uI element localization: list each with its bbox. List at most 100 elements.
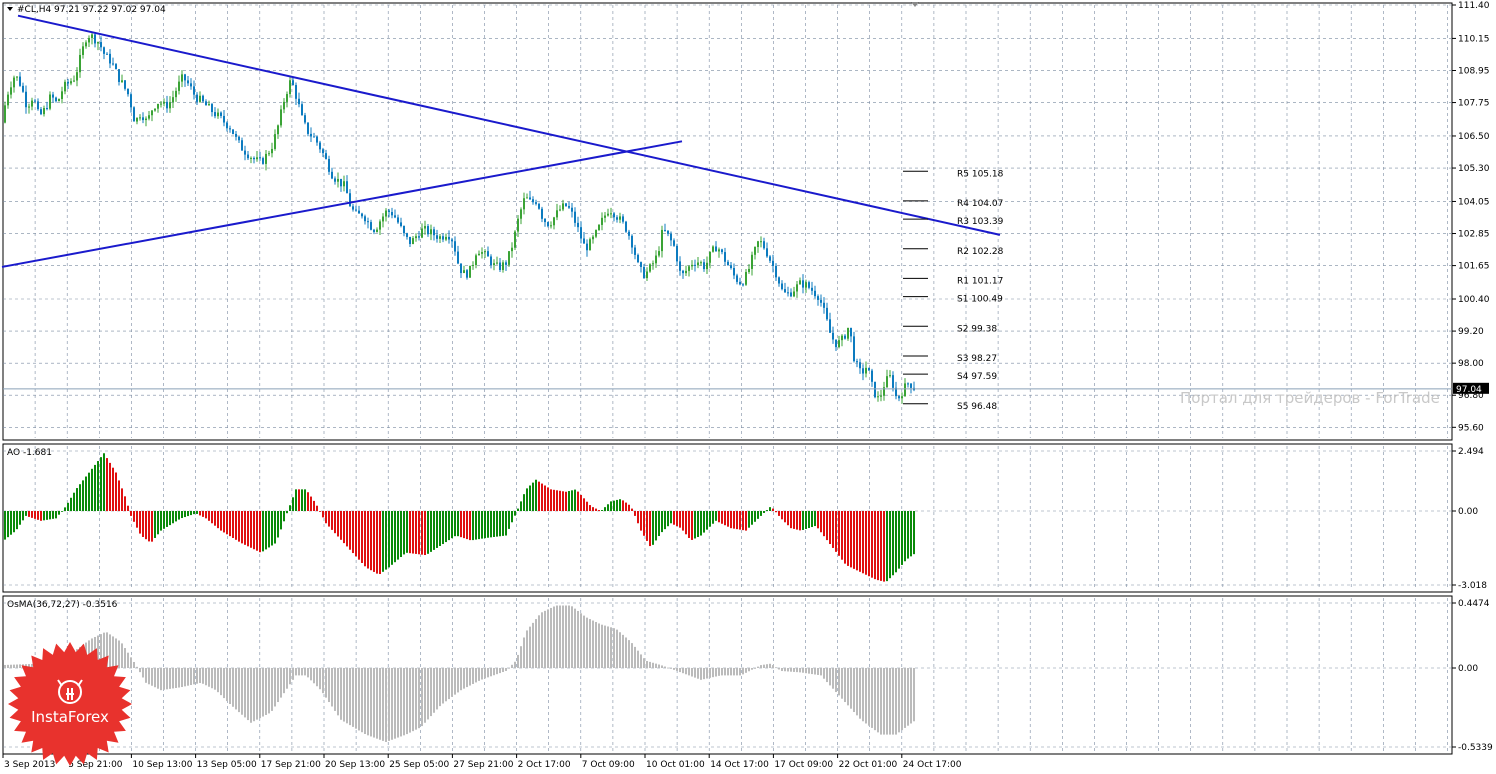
histogram-bar — [763, 664, 765, 668]
histogram-bar — [703, 511, 705, 533]
candle-body — [622, 216, 624, 222]
pivot-label: R1 101.17 — [957, 276, 1003, 286]
histogram-bar — [352, 668, 354, 727]
histogram-bar — [757, 511, 759, 519]
histogram-bar — [397, 511, 399, 560]
histogram-bar — [592, 507, 594, 511]
shift-marker-icon[interactable] — [911, 2, 919, 7]
histogram-bar — [19, 664, 21, 668]
histogram-bar — [331, 668, 333, 707]
histogram-bar — [559, 490, 561, 511]
price-tick-label: 110.15 — [1458, 34, 1490, 44]
histogram-bar — [856, 511, 858, 571]
candle-body — [385, 210, 387, 217]
candle-body — [490, 256, 492, 266]
histogram-bar — [115, 638, 117, 668]
histogram-bar — [448, 668, 450, 700]
histogram-bar — [391, 511, 393, 565]
candle-body — [904, 383, 906, 397]
candle-body — [805, 282, 807, 288]
histogram-bar — [748, 511, 750, 528]
histogram-bar — [289, 505, 291, 511]
candle-body — [148, 115, 150, 119]
histogram-bar — [355, 511, 357, 557]
histogram-bar — [250, 511, 252, 548]
histogram-bar — [490, 668, 492, 677]
candle-body — [220, 112, 222, 116]
histogram-bar — [190, 511, 192, 516]
histogram-bar — [505, 511, 507, 536]
x-tick-label: 14 Oct 17:00 — [710, 760, 769, 770]
histogram-bar — [601, 510, 603, 511]
candle-body — [340, 178, 342, 187]
histogram-bar — [454, 511, 456, 537]
histogram-bar — [211, 668, 213, 689]
histogram-bar — [268, 668, 270, 714]
candle-body — [397, 217, 399, 223]
candle-body — [736, 275, 738, 282]
histogram-bar — [694, 511, 696, 539]
candle-body — [265, 153, 267, 164]
x-tick-label: 2 Oct 17:00 — [518, 760, 571, 770]
candle-body — [109, 53, 111, 64]
histogram-bar — [712, 511, 714, 524]
candle-body — [907, 383, 909, 385]
candle-body — [346, 181, 348, 194]
dropdown-triangle-icon[interactable] — [7, 7, 13, 11]
histogram-bar — [94, 464, 96, 511]
candle-body — [229, 128, 231, 130]
histogram-bar — [484, 668, 486, 679]
histogram-bar — [391, 668, 393, 740]
candle-body — [535, 202, 537, 204]
histogram-bar — [184, 668, 186, 687]
histogram-bar — [133, 661, 135, 668]
histogram-bar — [901, 511, 903, 565]
histogram-bar — [181, 668, 183, 688]
candle-body — [187, 80, 189, 84]
histogram-bar — [79, 484, 81, 511]
candle-body — [742, 284, 744, 286]
histogram-bar — [157, 511, 159, 535]
candle-body — [61, 91, 63, 100]
candle-body — [238, 136, 240, 141]
histogram-bar — [145, 668, 147, 683]
histogram-bar — [784, 668, 786, 672]
candle-body — [781, 283, 783, 290]
candle-body — [301, 104, 303, 116]
ao-histogram — [4, 453, 915, 582]
histogram-bar — [151, 511, 153, 542]
histogram-bar — [709, 668, 711, 678]
candle-body — [766, 248, 768, 257]
histogram-bar — [577, 610, 579, 668]
histogram-bar — [64, 507, 66, 511]
candle-body — [619, 216, 621, 220]
candle-body — [631, 235, 633, 248]
histogram-bar — [19, 511, 21, 525]
osma-tick-label: 0.00 — [1458, 664, 1478, 674]
histogram-bar — [670, 668, 672, 669]
histogram-bar — [850, 511, 852, 568]
histogram-bar — [865, 668, 867, 724]
histogram-bar — [787, 668, 789, 672]
histogram-bar — [580, 613, 582, 668]
histogram-bar — [781, 511, 783, 520]
candle-body — [445, 236, 447, 240]
histogram-bar — [115, 472, 117, 511]
histogram-bar — [262, 511, 264, 552]
histogram-bar — [538, 615, 540, 668]
histogram-bar — [400, 668, 402, 737]
histogram-bar — [88, 472, 90, 511]
histogram-bar — [676, 511, 678, 527]
histogram-bar — [799, 668, 801, 673]
candle-body — [871, 370, 873, 382]
candle-body — [589, 239, 591, 251]
candle-body — [94, 34, 96, 44]
symbol-header: #CL,H4 97.21 97.22 97.02 97.04 — [17, 5, 166, 15]
histogram-bar — [853, 511, 855, 569]
histogram-bar — [553, 489, 555, 511]
candle-body — [4, 105, 6, 123]
histogram-bar — [232, 668, 234, 707]
candle-body — [415, 236, 417, 239]
histogram-bar — [859, 511, 861, 572]
histogram-bar — [718, 511, 720, 523]
